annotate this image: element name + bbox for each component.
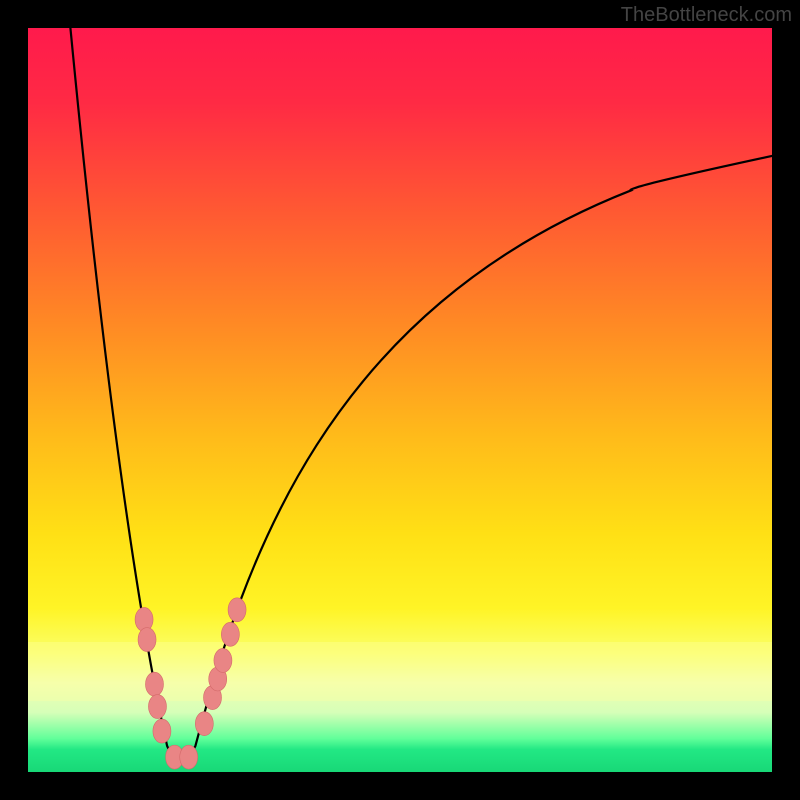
data-marker bbox=[148, 695, 166, 719]
data-marker bbox=[180, 745, 198, 769]
chart-container: TheBottleneck.com bbox=[0, 0, 800, 800]
watermark-text: TheBottleneck.com bbox=[621, 4, 792, 27]
data-marker bbox=[153, 719, 171, 743]
bottleneck-curve bbox=[70, 28, 772, 757]
data-marker bbox=[195, 712, 213, 736]
data-marker bbox=[228, 598, 246, 622]
data-marker bbox=[138, 628, 156, 652]
curve-layer bbox=[28, 28, 772, 772]
data-markers bbox=[135, 598, 246, 769]
chart-frame bbox=[0, 0, 800, 800]
plot-area bbox=[28, 28, 772, 772]
data-marker bbox=[214, 648, 232, 672]
data-marker bbox=[145, 672, 163, 696]
data-marker bbox=[221, 622, 239, 646]
